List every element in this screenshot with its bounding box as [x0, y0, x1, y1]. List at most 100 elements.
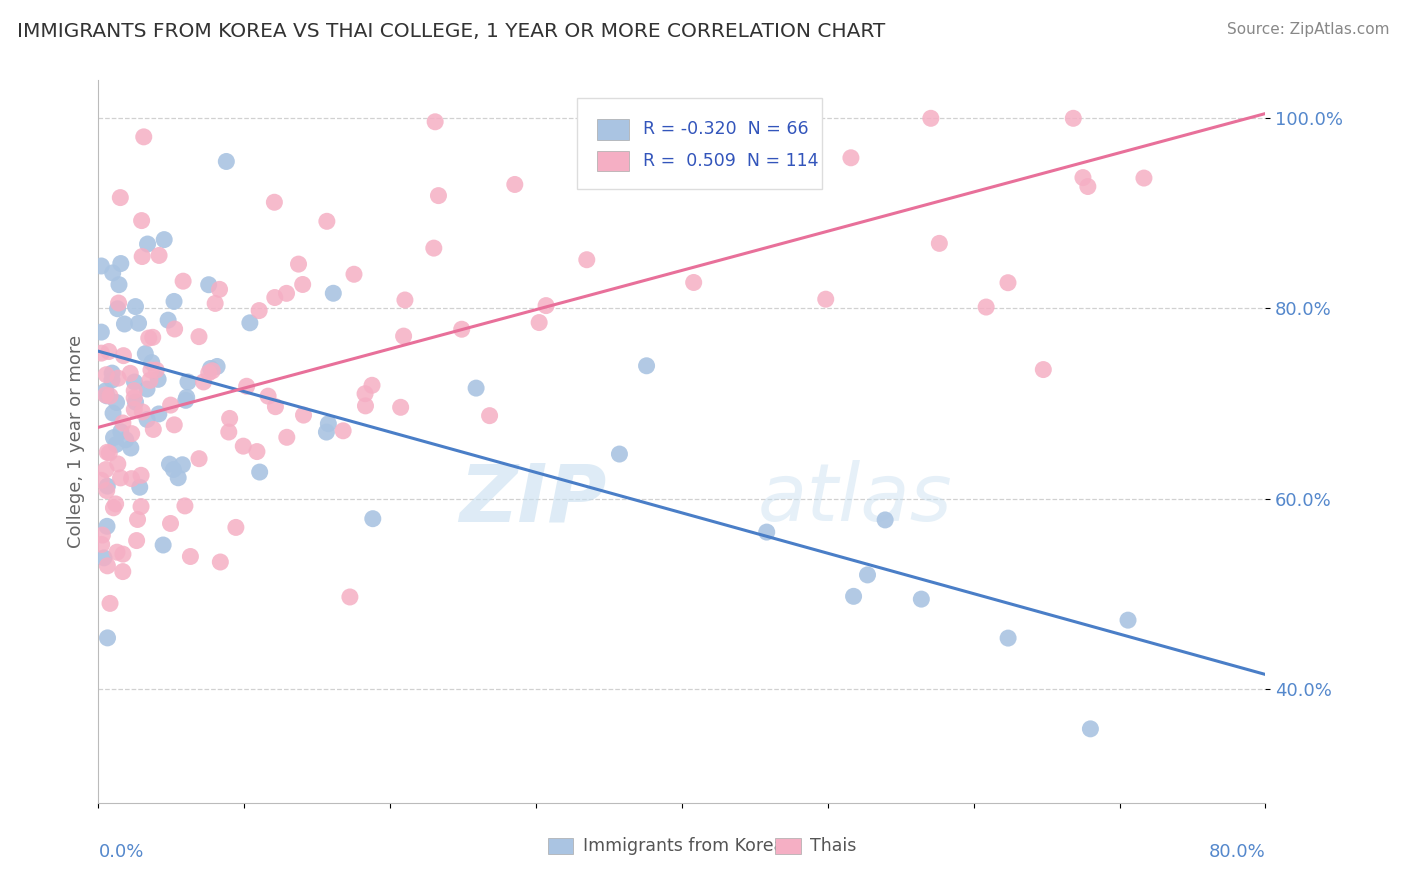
Point — [142, 330, 165, 344]
Point — [814, 292, 837, 306]
Point — [124, 375, 146, 389]
Point — [120, 367, 142, 381]
Point — [131, 213, 153, 227]
Point — [159, 398, 181, 412]
Point — [162, 462, 184, 476]
Point — [146, 372, 169, 386]
Point — [105, 395, 128, 409]
Point — [263, 291, 285, 305]
Point — [225, 520, 247, 534]
Point — [121, 472, 143, 486]
Point — [197, 277, 219, 292]
Point — [153, 233, 176, 247]
Point — [129, 468, 152, 483]
Point — [94, 384, 117, 398]
Point — [145, 363, 167, 377]
Point — [235, 379, 257, 393]
Point — [94, 388, 117, 402]
Point — [394, 293, 416, 307]
Point — [167, 471, 190, 485]
Point — [159, 516, 181, 531]
Point — [93, 550, 115, 565]
Point — [527, 316, 550, 330]
Point — [389, 401, 412, 415]
Point — [179, 549, 201, 564]
Point — [91, 528, 114, 542]
FancyBboxPatch shape — [596, 151, 630, 171]
Point — [112, 349, 135, 363]
Point — [1032, 362, 1054, 376]
Point — [322, 286, 344, 301]
Point — [361, 511, 384, 525]
FancyBboxPatch shape — [576, 98, 823, 189]
Point — [839, 151, 862, 165]
FancyBboxPatch shape — [548, 838, 574, 855]
Point — [276, 286, 298, 301]
Text: atlas: atlas — [758, 460, 952, 539]
Point — [292, 408, 315, 422]
Point — [246, 444, 269, 458]
Point — [98, 596, 121, 610]
Point — [218, 425, 240, 439]
Point — [111, 547, 134, 561]
Point — [263, 195, 285, 210]
Point — [114, 317, 136, 331]
Point — [997, 276, 1019, 290]
Point — [343, 267, 366, 281]
Point — [786, 112, 808, 126]
Point — [90, 259, 112, 273]
Point — [98, 446, 121, 460]
Point — [159, 457, 181, 471]
Point — [920, 112, 942, 126]
Point — [875, 513, 897, 527]
Point — [209, 555, 232, 569]
Point — [96, 483, 118, 498]
Point — [96, 631, 118, 645]
Text: R =  0.509  N = 114: R = 0.509 N = 114 — [644, 153, 818, 170]
Point — [96, 519, 118, 533]
Point — [107, 457, 129, 471]
Point — [101, 373, 124, 387]
Point — [682, 276, 704, 290]
Point — [163, 417, 186, 432]
Point — [315, 214, 337, 228]
Point — [101, 406, 124, 420]
Point — [174, 393, 197, 408]
Text: Thais: Thais — [810, 838, 856, 855]
Point — [157, 313, 180, 327]
Point — [662, 148, 685, 162]
Point — [97, 344, 120, 359]
Point — [249, 465, 271, 479]
Point — [105, 545, 128, 559]
Point — [276, 430, 298, 444]
Point — [681, 121, 703, 136]
Point — [139, 363, 162, 377]
Point — [98, 389, 121, 403]
Point — [101, 266, 124, 280]
Point — [134, 346, 156, 360]
Point — [127, 512, 149, 526]
Point — [427, 188, 450, 202]
Point — [423, 241, 446, 255]
Point — [197, 366, 219, 380]
Point — [108, 277, 131, 292]
Point — [120, 441, 142, 455]
Point — [392, 329, 415, 343]
Point — [257, 389, 280, 403]
Point — [287, 257, 309, 271]
Point — [247, 303, 270, 318]
Text: R = -0.320  N = 66: R = -0.320 N = 66 — [644, 120, 808, 138]
Point — [136, 237, 159, 252]
Point — [96, 479, 118, 493]
Point — [752, 123, 775, 137]
Point — [575, 252, 598, 267]
Point — [105, 437, 128, 451]
Point — [1133, 171, 1156, 186]
Point — [148, 248, 170, 262]
Point — [94, 462, 117, 476]
Point — [96, 368, 118, 382]
Point — [332, 424, 354, 438]
Point — [354, 399, 377, 413]
Point — [188, 451, 211, 466]
Point — [193, 375, 215, 389]
